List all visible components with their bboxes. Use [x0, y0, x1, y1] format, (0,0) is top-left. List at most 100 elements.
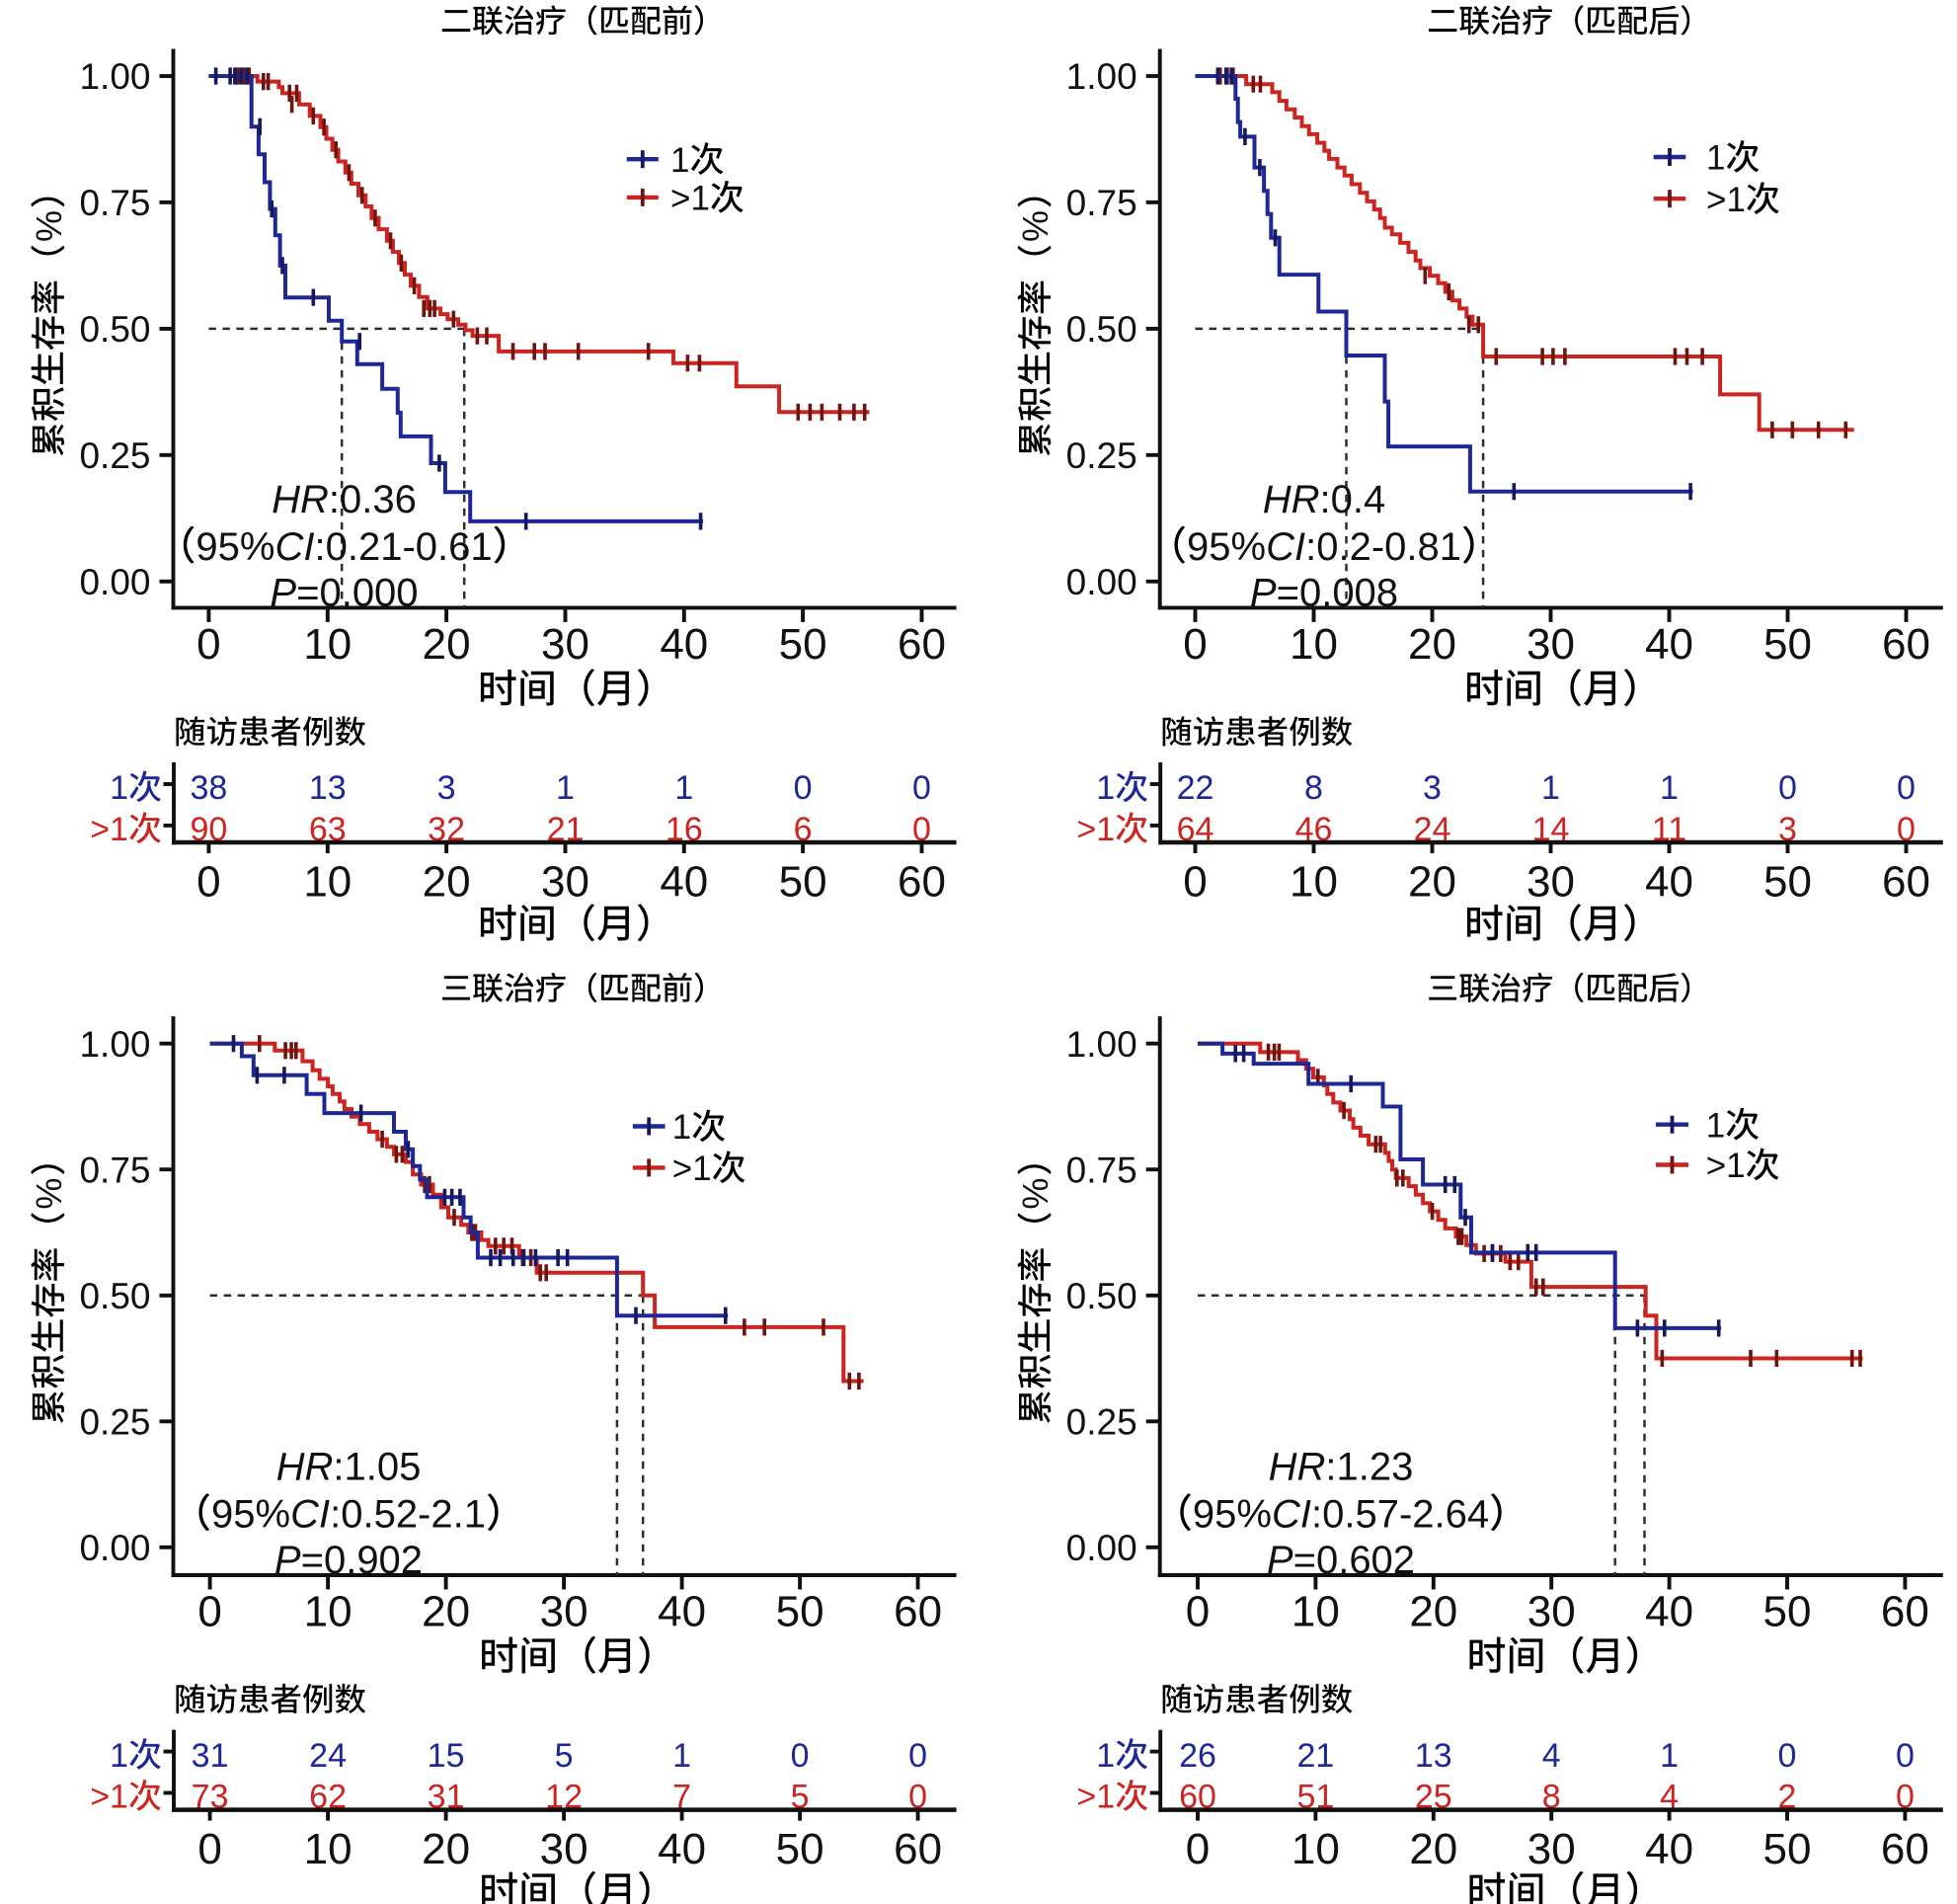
svg-text:1: 1: [110, 769, 128, 807]
svg-text:CI: CI: [275, 525, 315, 569]
svg-text:0: 0: [912, 811, 931, 848]
svg-text:21: 21: [1296, 1737, 1334, 1775]
svg-text:50: 50: [1763, 857, 1812, 906]
svg-text:50: 50: [779, 620, 827, 669]
svg-text:24: 24: [309, 1737, 347, 1775]
svg-text:>1: >1: [672, 1150, 712, 1188]
svg-text:13: 13: [1415, 1737, 1452, 1775]
svg-text:3: 3: [437, 769, 456, 807]
svg-text::1.23: :1.23: [1325, 1446, 1413, 1489]
svg-text:20: 20: [1409, 1588, 1457, 1636]
svg-text:0.50: 0.50: [79, 1276, 150, 1316]
svg-text:60: 60: [898, 620, 946, 669]
svg-text:10: 10: [303, 620, 352, 669]
svg-text:0: 0: [912, 769, 931, 807]
svg-text:=0.602: =0.602: [1293, 1539, 1415, 1582]
svg-text:0: 0: [1897, 811, 1916, 848]
svg-text:=0.000: =0.000: [296, 571, 418, 614]
svg-text:20: 20: [1408, 620, 1456, 669]
svg-text:60: 60: [1881, 1825, 1929, 1873]
svg-text:HR: HR: [1263, 478, 1320, 521]
svg-text:7: 7: [672, 1779, 691, 1816]
svg-text:4: 4: [1660, 1779, 1679, 1816]
svg-text:6: 6: [794, 811, 813, 848]
svg-text:1: 1: [1660, 769, 1679, 807]
svg-text:20: 20: [423, 857, 471, 906]
svg-text:0: 0: [1186, 1825, 1210, 1873]
svg-text:20: 20: [1408, 857, 1456, 906]
svg-text::1.05: :1.05: [333, 1446, 421, 1489]
svg-text:>1: >1: [1076, 811, 1115, 848]
svg-text:10: 10: [1290, 620, 1338, 669]
svg-text:0: 0: [1896, 1779, 1915, 1816]
svg-text:%: %: [1015, 210, 1056, 242]
svg-text:1.00: 1.00: [79, 1024, 150, 1065]
svg-text:8: 8: [1542, 1779, 1561, 1816]
svg-text:0: 0: [1183, 857, 1207, 906]
svg-text:60: 60: [894, 1825, 942, 1873]
svg-text:95%: 95%: [1187, 525, 1266, 569]
svg-text:15: 15: [428, 1737, 465, 1775]
svg-text:0.00: 0.00: [79, 1528, 150, 1568]
svg-text:=0.902: =0.902: [301, 1539, 423, 1582]
svg-text:1.00: 1.00: [79, 56, 150, 97]
svg-text:3: 3: [1423, 769, 1442, 807]
svg-text:26: 26: [1179, 1737, 1216, 1775]
svg-text:30: 30: [1527, 1825, 1576, 1873]
svg-text:50: 50: [1763, 620, 1812, 669]
svg-text:2: 2: [1778, 1779, 1797, 1816]
svg-text:0.25: 0.25: [79, 436, 150, 476]
svg-text:20: 20: [1409, 1825, 1457, 1873]
svg-text:1: 1: [672, 1737, 691, 1775]
svg-text:38: 38: [190, 769, 227, 807]
svg-text:0.25: 0.25: [1066, 1402, 1137, 1443]
svg-text:50: 50: [779, 857, 827, 906]
svg-text:0: 0: [1186, 1588, 1210, 1636]
svg-text:60: 60: [1882, 620, 1930, 669]
svg-text:20: 20: [422, 1825, 470, 1873]
svg-text:10: 10: [303, 857, 352, 906]
svg-text:0: 0: [1896, 1737, 1915, 1775]
svg-text::0.52-2.1: :0.52-2.1: [330, 1492, 486, 1536]
svg-text:0.50: 0.50: [1066, 309, 1137, 350]
svg-text:%: %: [29, 210, 69, 242]
svg-text:40: 40: [1645, 1588, 1693, 1636]
svg-text:HR: HR: [1269, 1446, 1326, 1489]
svg-text:0: 0: [197, 1588, 221, 1636]
svg-text:1: 1: [1096, 1737, 1115, 1775]
svg-text:8: 8: [1304, 769, 1323, 807]
svg-text:22: 22: [1177, 769, 1214, 807]
svg-text:0.50: 0.50: [79, 309, 150, 350]
svg-text:60: 60: [1881, 1588, 1929, 1636]
svg-text:P: P: [1267, 1539, 1293, 1582]
svg-text:0: 0: [196, 857, 220, 906]
svg-text:50: 50: [776, 1825, 824, 1873]
svg-text:1: 1: [670, 141, 689, 180]
svg-text:0.75: 0.75: [1066, 1150, 1137, 1190]
svg-text:30: 30: [541, 857, 589, 906]
svg-text:0.75: 0.75: [79, 1150, 150, 1190]
svg-text:1: 1: [1660, 1737, 1679, 1775]
svg-text:CI: CI: [1266, 525, 1305, 569]
svg-text:40: 40: [1645, 1825, 1693, 1873]
svg-text:>1: >1: [1706, 1147, 1746, 1185]
svg-text:20: 20: [422, 1588, 470, 1636]
svg-text:%: %: [1015, 1178, 1056, 1210]
svg-text:30: 30: [541, 620, 589, 669]
svg-text:1: 1: [672, 1108, 691, 1147]
svg-text:31: 31: [192, 1737, 229, 1775]
svg-text:0.75: 0.75: [79, 183, 150, 223]
svg-text:=0.008: =0.008: [1277, 571, 1398, 614]
svg-text:10: 10: [304, 1588, 352, 1636]
svg-text:40: 40: [658, 1825, 706, 1873]
svg-text::0.21-0.61: :0.21-0.61: [315, 525, 493, 569]
svg-text:95%: 95%: [1193, 1492, 1272, 1536]
svg-text:>1: >1: [670, 180, 710, 218]
svg-text:40: 40: [1645, 857, 1693, 906]
svg-text:30: 30: [1526, 857, 1575, 906]
svg-text:0: 0: [196, 620, 220, 669]
svg-text:>1: >1: [1706, 181, 1746, 219]
svg-text:40: 40: [658, 1588, 706, 1636]
svg-text::0.57-2.64: :0.57-2.64: [1311, 1492, 1489, 1536]
svg-text:HR: HR: [276, 1446, 334, 1489]
